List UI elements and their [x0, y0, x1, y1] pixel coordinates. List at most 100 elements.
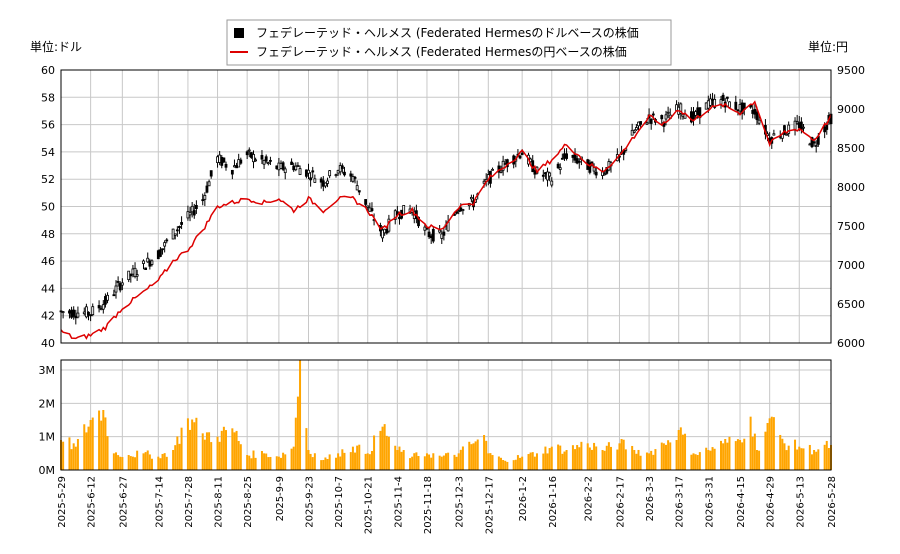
- volume-bar: [100, 420, 103, 470]
- volume-bar: [724, 438, 727, 470]
- candle-body: [279, 163, 283, 169]
- candle-body: [383, 228, 387, 234]
- volume-bar: [694, 454, 697, 470]
- candle-body: [292, 165, 296, 171]
- volume-bar: [195, 417, 198, 470]
- volume-bar: [203, 439, 206, 470]
- volume-bar: [387, 436, 390, 470]
- candle-body: [556, 163, 560, 169]
- candle-body: [814, 145, 818, 147]
- right-tick-label: 7500: [837, 220, 865, 233]
- candle-body: [203, 195, 207, 200]
- volume-bar: [337, 453, 340, 470]
- volume-bar: [823, 444, 826, 470]
- x-tick-label: 2026-1-2: [518, 476, 529, 521]
- volume-bar: [798, 446, 801, 470]
- candle-body: [799, 121, 803, 131]
- volume-bar: [813, 450, 816, 470]
- volume-bar: [358, 444, 361, 470]
- volume-bar: [411, 456, 414, 470]
- volume-bar: [675, 439, 678, 470]
- volume-bar: [379, 430, 382, 470]
- volume-bar: [709, 450, 712, 470]
- volume-bar: [768, 418, 771, 470]
- volume-bar: [222, 426, 225, 470]
- volume-bar: [698, 452, 701, 470]
- volume-bar: [104, 417, 107, 470]
- candle-body: [163, 242, 167, 247]
- volume-bar: [343, 452, 346, 470]
- candle-body: [334, 174, 338, 177]
- candle-body: [455, 211, 458, 214]
- candle-body: [89, 314, 93, 317]
- volume-bar: [800, 448, 803, 470]
- candle-body: [546, 171, 549, 181]
- legend-usd-swatch: [234, 28, 244, 38]
- volume-bar: [260, 450, 263, 470]
- candle-body: [321, 180, 325, 187]
- candle-body: [205, 185, 209, 193]
- candle-body: [283, 168, 287, 174]
- x-tick-label: 2025-12-3: [455, 476, 466, 528]
- volume-bar: [802, 448, 805, 470]
- volume-bar: [669, 442, 672, 470]
- candle-body: [239, 159, 243, 164]
- x-tick-label: 2025-5-29: [57, 476, 68, 528]
- candle-body: [127, 270, 131, 281]
- volume-bar: [83, 424, 86, 470]
- candle-body: [277, 162, 281, 171]
- candle-body: [142, 260, 145, 264]
- volume-bar: [722, 443, 725, 470]
- candle-body: [469, 197, 473, 200]
- volume-bar: [739, 440, 742, 470]
- x-axis-ticks: 2025-5-29 2025-6-12 2025-6-27 2025-7-14 2025…: [57, 476, 838, 534]
- volume-bar: [827, 448, 830, 470]
- candle-body: [309, 177, 313, 181]
- candle-body: [563, 153, 566, 159]
- volume-bar: [766, 423, 769, 470]
- volume-bar: [248, 455, 251, 470]
- volume-bar: [112, 453, 115, 470]
- volume-bar: [277, 456, 280, 470]
- candle-body: [313, 178, 317, 183]
- candle-body: [304, 169, 308, 177]
- left-tick-label: 54: [41, 146, 55, 159]
- candle-body: [101, 304, 105, 310]
- volume-bar: [576, 445, 579, 470]
- volume-tick-label: 2M: [39, 397, 56, 410]
- volume-bar: [383, 424, 386, 470]
- volume-bar: [817, 449, 820, 470]
- volume-bar: [808, 444, 811, 470]
- volume-bar: [129, 456, 132, 470]
- volume-bar: [91, 417, 94, 470]
- volume-bar: [711, 447, 714, 470]
- x-tick-label: 2026-1-16: [548, 476, 559, 528]
- volume-bar: [322, 460, 325, 470]
- volume-bar: [269, 456, 272, 470]
- candle-body: [577, 160, 581, 163]
- volume-bar: [180, 427, 183, 470]
- left-axis-unit: 単位:ドル: [30, 39, 82, 54]
- candle-body: [825, 124, 829, 130]
- candle-body: [558, 167, 562, 170]
- x-tick-label: 2025-9-9: [275, 476, 286, 521]
- volume-bar: [311, 457, 314, 470]
- candle-body: [311, 170, 315, 173]
- volume-bar: [645, 452, 648, 470]
- x-tick-label: 2025-11-18: [423, 476, 434, 534]
- candle-body: [112, 294, 116, 297]
- volume-bar: [607, 442, 610, 470]
- volume-bar: [648, 453, 651, 470]
- volume-bar: [74, 446, 77, 470]
- x-tick-label: 2026-5-28: [827, 476, 838, 528]
- candle-body: [249, 152, 253, 158]
- volume-bar: [150, 458, 153, 470]
- candle-body: [148, 260, 152, 267]
- volume-bar: [485, 440, 488, 470]
- candle-body: [499, 170, 503, 173]
- volume-tick-label: 0M: [39, 464, 56, 477]
- volume-bar: [370, 450, 373, 470]
- candle-body: [706, 100, 710, 109]
- x-tick-label: 2025-9-23: [305, 476, 316, 528]
